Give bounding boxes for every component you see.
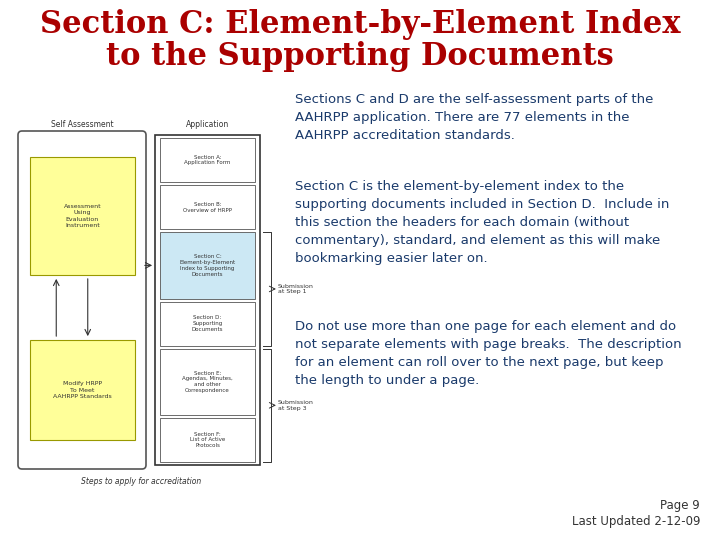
Text: Application: Application [186,120,229,129]
FancyBboxPatch shape [160,301,255,346]
FancyBboxPatch shape [18,131,146,469]
Text: Do not use more than one page for each element and do
not separate elements with: Do not use more than one page for each e… [295,320,682,387]
Text: Section B:
Overview of HRPP: Section B: Overview of HRPP [183,202,232,213]
Text: Steps to apply for accreditation: Steps to apply for accreditation [81,477,201,486]
Text: Last Updated 2-12-09: Last Updated 2-12-09 [572,515,700,528]
Text: Section D:
Supporting
Documents: Section D: Supporting Documents [192,315,223,332]
FancyBboxPatch shape [160,232,255,299]
FancyBboxPatch shape [30,157,135,275]
Text: Modify HRPP
To Meet
AAHRPP Standards: Modify HRPP To Meet AAHRPP Standards [53,381,112,399]
FancyBboxPatch shape [155,135,260,465]
Text: Assessment
Using
Evaluation
Instrument: Assessment Using Evaluation Instrument [63,204,102,228]
Text: Section E:
Agendas, Minutes,
and other
Correspondence: Section E: Agendas, Minutes, and other C… [182,370,233,393]
Text: Submission
at Step 3: Submission at Step 3 [278,400,314,411]
Text: to the Supporting Documents: to the Supporting Documents [106,41,614,72]
Text: Submission
at Step 1: Submission at Step 1 [278,284,314,294]
FancyBboxPatch shape [160,418,255,462]
FancyBboxPatch shape [160,185,255,230]
Text: Section F:
List of Active
Protocols: Section F: List of Active Protocols [190,431,225,448]
FancyBboxPatch shape [160,138,255,182]
FancyBboxPatch shape [160,349,255,415]
Text: Section C: Element-by-Element Index: Section C: Element-by-Element Index [40,9,680,40]
Text: Sections C and D are the self-assessment parts of the
AAHRPP application. There : Sections C and D are the self-assessment… [295,93,653,142]
FancyBboxPatch shape [30,340,135,440]
Text: Self Assessment: Self Assessment [50,120,113,129]
Text: Section A:
Application Form: Section A: Application Form [184,154,230,165]
Text: Page 9: Page 9 [660,499,700,512]
Text: Section C is the element-by-element index to the
supporting documents included i: Section C is the element-by-element inde… [295,180,670,265]
Text: Section C:
Element-by-Element
Index to Supporting
Documents: Section C: Element-by-Element Index to S… [179,254,235,276]
